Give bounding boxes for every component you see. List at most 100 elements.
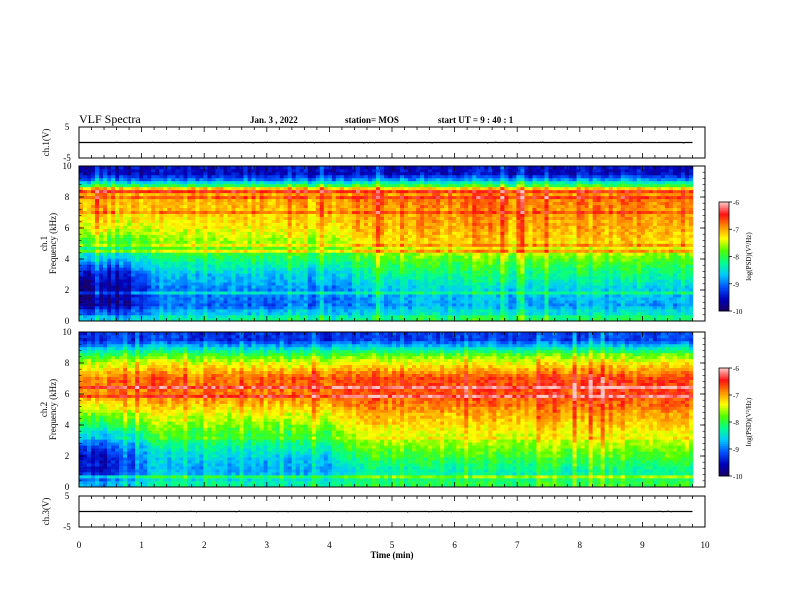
spectrogram-cell xyxy=(219,273,224,277)
spectrogram-cell xyxy=(275,273,280,277)
spectrogram-cell xyxy=(147,255,152,259)
spectrogram-cell xyxy=(560,300,565,304)
spectrogram-cell xyxy=(604,297,609,301)
spectrogram-cell xyxy=(191,282,196,286)
spectrogram-cell xyxy=(271,318,276,322)
spectrogram-cell xyxy=(540,243,545,247)
spectrogram-cell xyxy=(83,282,88,286)
spectrogram-cell xyxy=(528,252,533,256)
spectrogram-cell xyxy=(480,288,485,292)
spectrogram-cell xyxy=(99,285,104,289)
spectrogram-cell xyxy=(299,228,305,232)
spectrogram-cell xyxy=(287,237,292,241)
spectrogram-cell xyxy=(275,246,280,250)
spectrogram-cell xyxy=(604,246,609,250)
spectrogram-cell xyxy=(588,246,593,250)
spectrogram-cell xyxy=(311,264,317,268)
spectrogram-cell xyxy=(508,237,513,241)
spectrogram-cell xyxy=(139,288,144,292)
spectrogram-cell xyxy=(103,270,108,274)
spectrogram-cell xyxy=(323,261,329,265)
spectrogram-cell xyxy=(375,291,381,295)
spectrogram-cell xyxy=(656,273,662,277)
spectrogram-cell xyxy=(111,315,116,319)
spectrogram-cell xyxy=(592,243,597,247)
spectrogram-cell xyxy=(460,297,465,301)
spectrogram-cell xyxy=(408,288,413,292)
spectrogram-cell xyxy=(496,309,501,313)
spectrogram-cell xyxy=(688,228,694,232)
spectrogram-cell xyxy=(420,297,425,301)
spectrogram-cell xyxy=(107,264,112,268)
spectrogram-cell xyxy=(227,306,232,310)
spectrogram-cell xyxy=(576,264,581,268)
spectrogram-cell xyxy=(428,282,433,286)
spectrogram-cell xyxy=(79,240,84,244)
spectrogram-cell xyxy=(223,303,228,307)
spectrogram-cell xyxy=(648,267,654,271)
spectrogram-cell xyxy=(235,231,240,235)
spectrogram-cell xyxy=(652,273,658,277)
spectrogram-cell xyxy=(347,288,353,292)
spectrogram-cell xyxy=(119,270,124,274)
spectrogram-cell xyxy=(540,297,545,301)
spectrogram-cell xyxy=(484,246,489,250)
spectrogram-cell xyxy=(576,282,581,286)
spectrogram-cell xyxy=(540,288,545,292)
spectrogram-cell xyxy=(616,225,622,229)
spectrogram-cell xyxy=(560,261,565,265)
spectrogram-cell xyxy=(508,234,513,238)
spectrogram-cell xyxy=(275,252,280,256)
spectrogram-cell xyxy=(668,306,674,310)
spectrogram-cell xyxy=(472,279,477,283)
spectrogram-cell xyxy=(536,255,541,259)
spectrogram-cell xyxy=(131,231,136,235)
spectrogram-cell xyxy=(295,282,300,286)
spectrogram-cell xyxy=(139,309,144,313)
spectrogram-cell xyxy=(532,318,537,322)
spectrogram-cell xyxy=(243,294,248,298)
spectrogram-cell xyxy=(367,270,373,274)
spectrogram-cell xyxy=(488,231,493,235)
spectrogram-cell xyxy=(287,291,292,295)
spectrogram-cell xyxy=(444,279,449,283)
spectrogram-cell xyxy=(235,258,240,262)
spectrogram-cell xyxy=(672,261,678,265)
spectrogram-cell xyxy=(432,294,437,298)
spectrogram-cell xyxy=(383,255,389,259)
spectrogram-cell xyxy=(139,306,144,310)
spectrogram-cell xyxy=(99,240,104,244)
spectrogram-cell xyxy=(387,303,393,307)
spectrogram-cell xyxy=(416,312,421,316)
spectrogram-cell xyxy=(179,291,184,295)
spectrogram-cell xyxy=(111,255,116,259)
spectrogram-cell xyxy=(660,306,666,310)
spectrogram-cell xyxy=(580,246,585,250)
spectrogram-cell xyxy=(87,312,92,316)
spectrogram-cell xyxy=(440,303,445,307)
spectrogram-cell xyxy=(688,309,694,313)
spectrogram-cell xyxy=(355,240,361,244)
spectrogram-cell xyxy=(596,273,601,277)
spectrogram-cell xyxy=(664,315,670,319)
spectrogram-cell xyxy=(139,237,144,241)
spectrogram-cell xyxy=(335,228,341,232)
spectrogram-cell xyxy=(396,246,401,250)
spectrogram-cell xyxy=(688,291,694,295)
spectrogram-cell xyxy=(335,264,341,268)
spectrogram-cell xyxy=(632,252,638,256)
spectrogram-cell xyxy=(127,258,132,262)
spectrogram-cell xyxy=(355,252,361,256)
spectrogram-cell xyxy=(452,258,457,262)
spectrogram-cell xyxy=(267,297,272,301)
spectrogram-cell xyxy=(436,279,441,283)
spectrogram-cell xyxy=(371,252,377,256)
spectrogram-cell xyxy=(636,279,642,283)
spectrogram-cell xyxy=(319,309,325,313)
spectrogram-cell xyxy=(143,261,148,265)
spectrogram-cell xyxy=(331,294,337,298)
spectrogram-cell xyxy=(155,267,160,271)
spectrogram-cell xyxy=(620,258,626,262)
spectrogram-cell xyxy=(371,264,377,268)
spectrogram-cell xyxy=(632,258,638,262)
